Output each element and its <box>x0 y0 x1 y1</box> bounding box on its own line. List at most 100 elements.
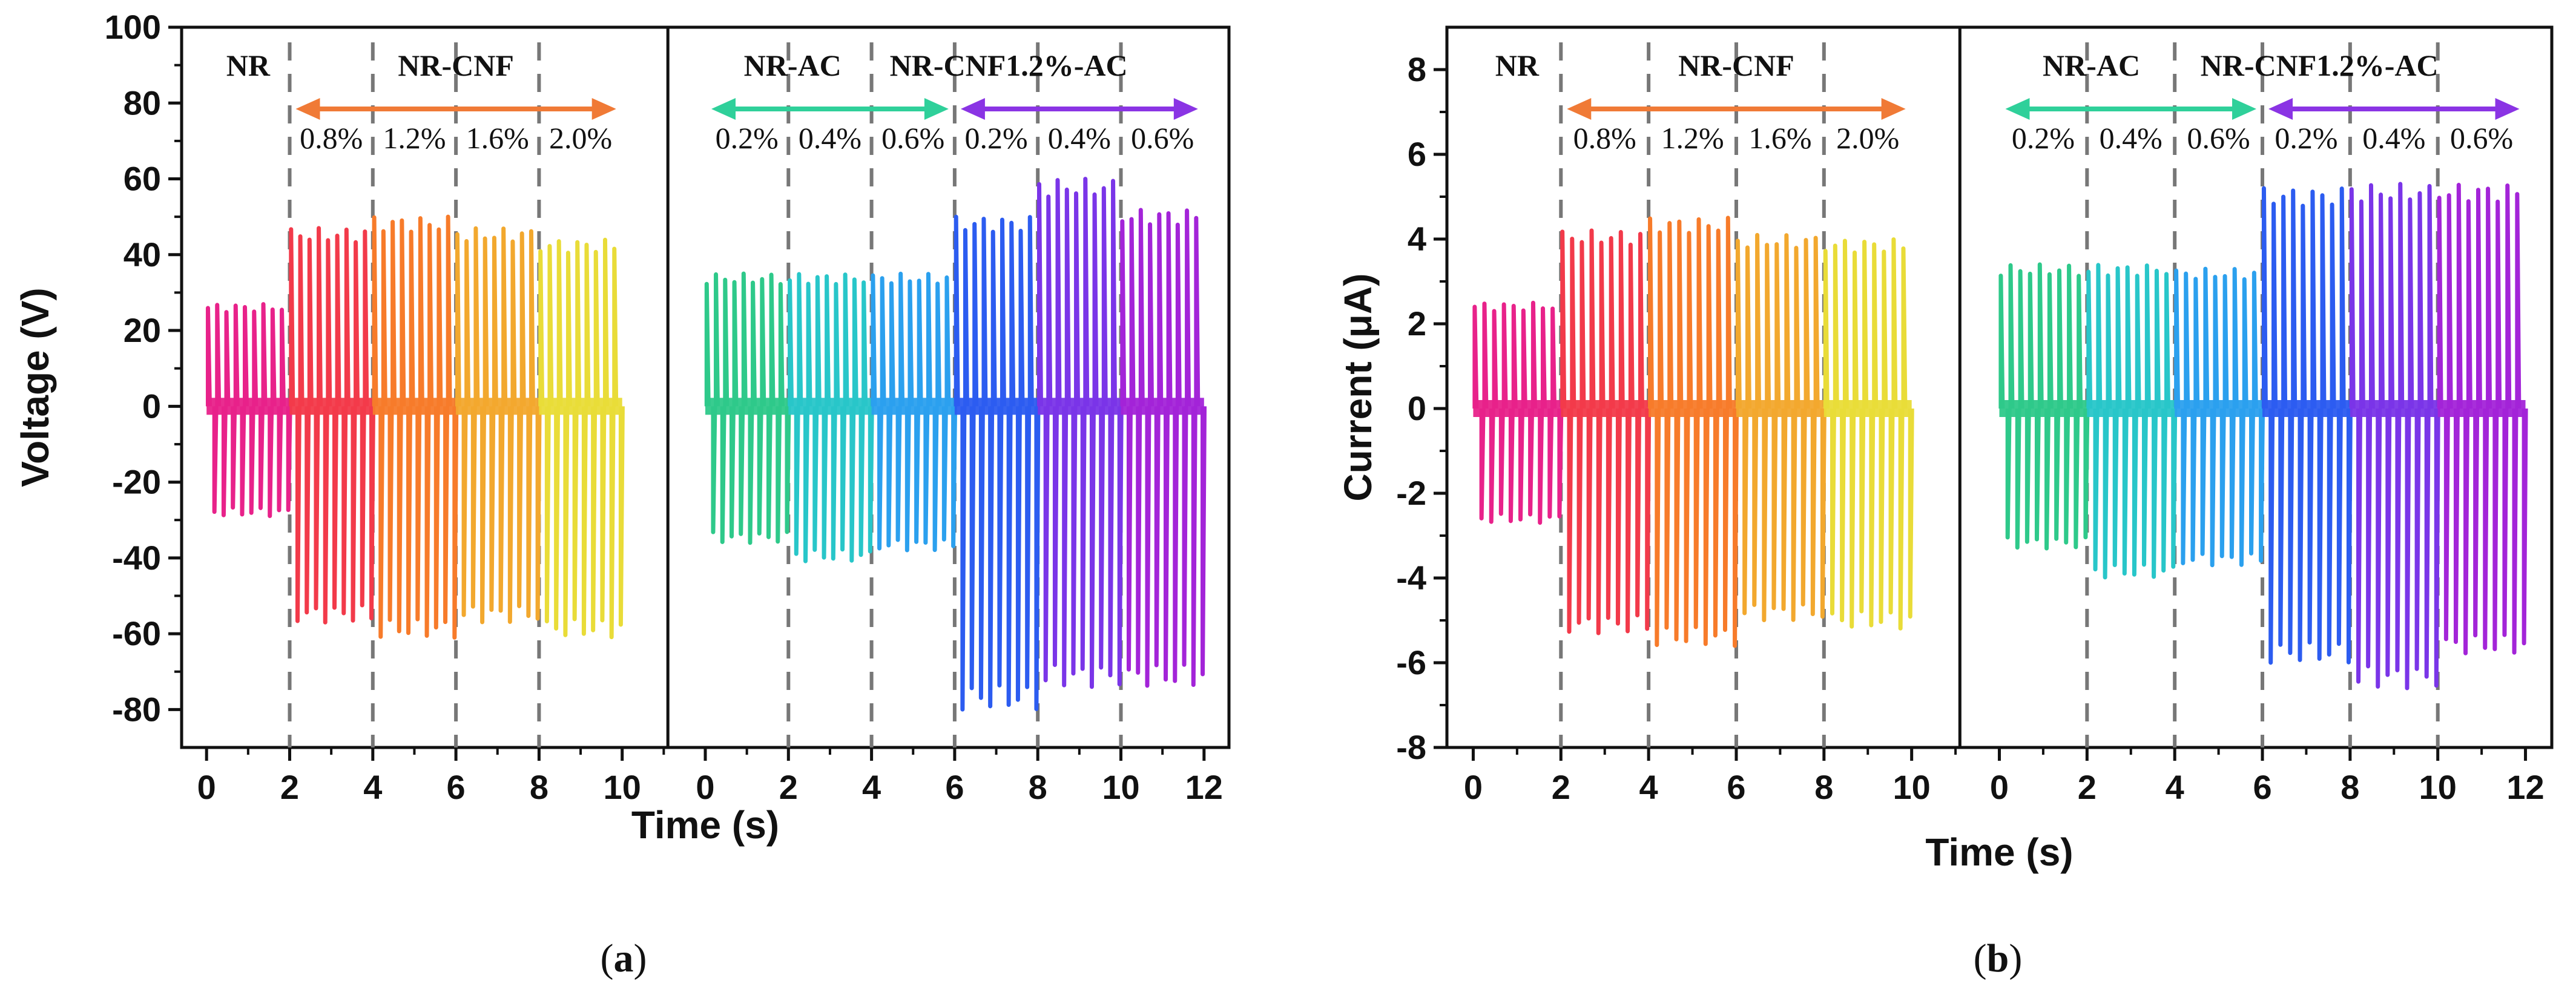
y-tick-label: -6 <box>1396 643 1426 681</box>
series-nr-cnf-0-8- <box>289 226 376 625</box>
concentration-label: 2.0% <box>1836 121 1899 155</box>
group-arrow-head-left <box>295 98 320 120</box>
series-baseline-band <box>206 398 290 415</box>
y-tick-label: 2 <box>1408 304 1426 343</box>
concentration-label: 1.6% <box>1748 121 1811 155</box>
series-nr-cnf-1-2- <box>372 214 459 640</box>
series-nr-cnf1-2-ac-0-6- <box>2437 183 2528 655</box>
group-label: NR-AC <box>2043 48 2140 82</box>
group-arrow-head-right <box>2232 98 2257 120</box>
group-label: NR <box>1495 48 1540 82</box>
series-nr-cnf1-2-ac-0-4- <box>2349 182 2440 691</box>
series-nr <box>1472 300 1564 525</box>
y-tick-label: 60 <box>124 160 161 198</box>
series-nr-ac-0-6- <box>2174 266 2265 568</box>
concentration-label: 0.2% <box>2275 121 2337 155</box>
y-tick-label: 0 <box>1408 389 1426 427</box>
concentration-label: 0.2% <box>716 121 779 155</box>
concentration-label: 0.6% <box>2450 121 2513 155</box>
x-tick-label: 2 <box>779 768 798 806</box>
concentration-label: 1.2% <box>1661 121 1724 155</box>
y-tick-label: 4 <box>1408 220 1426 258</box>
series-baseline-band <box>289 398 373 415</box>
group-arrow-head-right <box>2495 98 2520 120</box>
y-tick-label: -80 <box>112 690 161 728</box>
series-nr-cnf1-2-ac-0-2- <box>954 214 1041 712</box>
series-nr-ac-0-4- <box>788 272 874 563</box>
concentration-label: 0.6% <box>881 121 944 155</box>
concentration-label: 0.2% <box>964 121 1027 155</box>
y-tick-label: -20 <box>112 463 161 501</box>
group-arrow-head-left <box>960 98 985 120</box>
x-axis-title: Time (s) <box>631 803 779 847</box>
x-tick-label: 4 <box>1639 768 1658 806</box>
y-tick-label: 100 <box>105 8 161 46</box>
series-nr-cnf-2-0- <box>1823 237 1914 631</box>
x-tick-label: 10 <box>2419 768 2457 806</box>
x-tick-label: 6 <box>447 768 466 806</box>
x-tick-label: 10 <box>1102 768 1139 806</box>
x-tick-label: 6 <box>1727 768 1745 806</box>
x-tick-label: 0 <box>1990 768 2009 806</box>
series-baseline-band <box>1121 398 1204 415</box>
series-baseline-band <box>954 398 1038 415</box>
group-arrow-head-left <box>2268 98 2293 120</box>
group-arrow-head-right <box>1173 98 1198 120</box>
series-nr-ac-0-2- <box>1998 262 2090 551</box>
concentration-label: 0.6% <box>1131 121 1194 155</box>
panel-label: (a) <box>601 936 647 980</box>
x-tick-label: 2 <box>280 768 299 806</box>
series-baseline-band <box>539 398 622 415</box>
concentration-label: 2.0% <box>549 121 612 155</box>
group-label: NR-CNF <box>1678 48 1794 82</box>
series-baseline-band <box>1999 400 2087 417</box>
concentration-label: 0.6% <box>2187 121 2250 155</box>
group-arrow-head-right <box>1881 98 1906 120</box>
concentration-label: 0.8% <box>300 121 363 155</box>
x-tick-label: 4 <box>363 768 382 806</box>
y-tick-label: 6 <box>1408 135 1426 173</box>
y-tick-label: -4 <box>1396 559 1426 597</box>
group-label: NR-CNF1.2%-AC <box>2201 48 2439 82</box>
series-baseline-band <box>1038 398 1121 415</box>
series-baseline-band <box>1473 400 1561 417</box>
x-tick-label: 0 <box>197 768 216 806</box>
series-baseline-band <box>1649 400 1736 417</box>
concentration-label: 0.4% <box>2100 121 2163 155</box>
x-tick-label: 6 <box>945 768 964 806</box>
series-baseline-band <box>2175 400 2263 417</box>
series-nr-cnf1-2-ac-0-2- <box>2261 186 2353 665</box>
series-nr-cnf-0-8- <box>1560 228 1652 635</box>
x-tick-label: 4 <box>2166 768 2184 806</box>
series-baseline-band <box>1736 400 1824 417</box>
concentration-label: 0.8% <box>1573 121 1636 155</box>
y-tick-label: 0 <box>142 387 161 425</box>
group-arrow-head-left <box>711 98 736 120</box>
x-tick-label: 12 <box>1185 768 1223 806</box>
y-tick-label: -40 <box>112 539 161 577</box>
group-label: NR-AC <box>744 48 842 82</box>
series-nr-cnf-2-0- <box>538 237 625 640</box>
y-tick-label: -2 <box>1396 474 1426 512</box>
y-tick-label: 80 <box>124 84 161 122</box>
concentration-label: 0.4% <box>2362 121 2425 155</box>
series-nr-ac-0-2- <box>704 271 791 545</box>
x-tick-label: 6 <box>2253 768 2271 806</box>
series-nr <box>205 302 292 519</box>
series-baseline-band <box>372 398 456 415</box>
x-tick-label: 8 <box>1814 768 1833 806</box>
x-tick-label: 0 <box>1464 768 1483 806</box>
series-baseline-band <box>1823 400 1912 417</box>
series-baseline-band <box>871 398 955 415</box>
x-tick-label: 8 <box>2340 768 2359 806</box>
series-baseline-band <box>2437 400 2526 417</box>
y-tick-label: -8 <box>1396 728 1426 766</box>
concentration-label: 1.6% <box>466 121 529 155</box>
x-tick-label: 2 <box>1552 768 1570 806</box>
group-arrow-head-right <box>924 98 949 120</box>
group-label: NR-CNF <box>398 48 514 82</box>
series-baseline-band <box>788 398 872 415</box>
x-tick-label: 4 <box>862 768 881 806</box>
y-axis-title: Current (μA) <box>1336 274 1380 502</box>
